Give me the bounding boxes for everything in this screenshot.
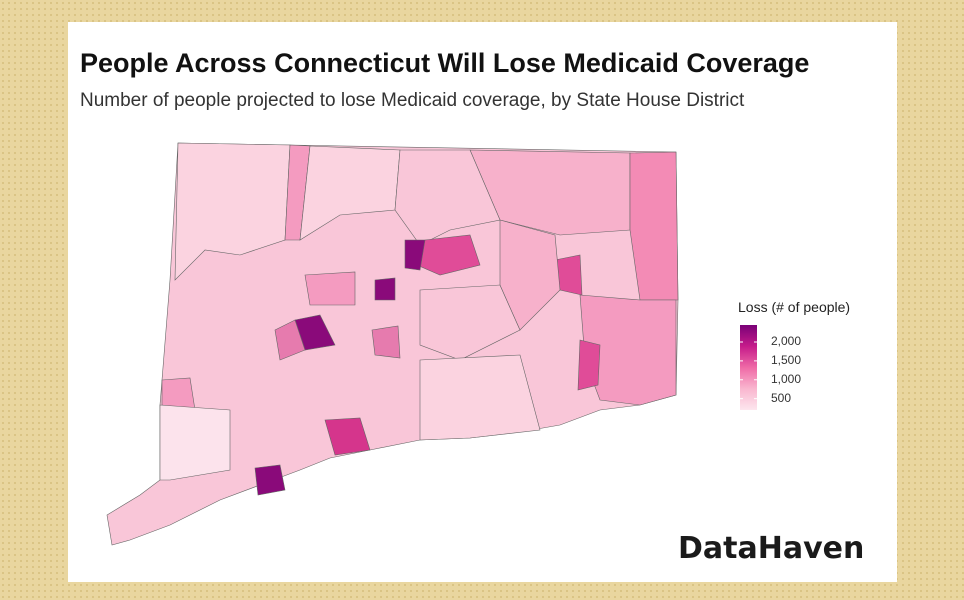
colorbar-tick-label: 500 [771,391,791,405]
chart-title: People Across Connecticut Will Lose Medi… [80,48,809,78]
colorbar-tick-label: 1,000 [771,372,801,386]
district [404,239,426,271]
colorbar-tick-label: 2,000 [771,334,801,348]
district [324,417,371,456]
district [159,404,231,481]
district [629,151,679,301]
district [299,145,401,241]
colorbar [740,325,757,410]
district [499,219,561,331]
district [419,284,521,361]
district [304,271,356,306]
district [394,149,501,246]
chart-subtitle: Number of people projected to lose Medic… [80,90,745,111]
district [374,277,396,301]
legend-title: Loss (# of people) [738,299,850,315]
district [577,339,601,391]
brand: DataHaven [678,531,864,566]
colorbar-tick-label: 1,500 [771,353,801,367]
district [371,325,401,359]
map [106,142,679,546]
district [254,464,286,496]
district [274,319,306,361]
district [419,354,541,441]
